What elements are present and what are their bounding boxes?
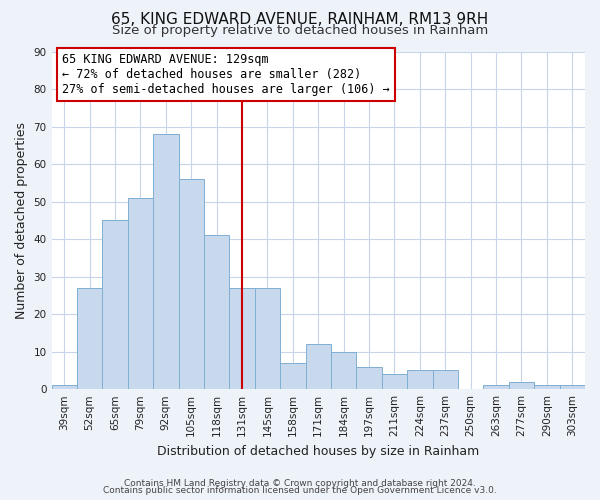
Bar xyxy=(77,288,103,389)
Bar xyxy=(407,370,433,389)
Bar xyxy=(484,386,509,389)
Bar xyxy=(229,288,255,389)
Bar xyxy=(103,220,128,389)
Bar xyxy=(204,236,229,389)
Bar xyxy=(534,386,560,389)
Bar xyxy=(52,386,77,389)
Y-axis label: Number of detached properties: Number of detached properties xyxy=(15,122,28,319)
Text: Contains HM Land Registry data © Crown copyright and database right 2024.: Contains HM Land Registry data © Crown c… xyxy=(124,478,476,488)
Bar xyxy=(356,366,382,389)
Bar xyxy=(509,382,534,389)
Bar xyxy=(280,363,305,389)
Bar xyxy=(153,134,179,389)
Text: Size of property relative to detached houses in Rainham: Size of property relative to detached ho… xyxy=(112,24,488,37)
Text: Contains public sector information licensed under the Open Government Licence v3: Contains public sector information licen… xyxy=(103,486,497,495)
X-axis label: Distribution of detached houses by size in Rainham: Distribution of detached houses by size … xyxy=(157,444,479,458)
Bar xyxy=(433,370,458,389)
Bar xyxy=(255,288,280,389)
Bar xyxy=(305,344,331,389)
Text: 65, KING EDWARD AVENUE, RAINHAM, RM13 9RH: 65, KING EDWARD AVENUE, RAINHAM, RM13 9R… xyxy=(112,12,488,28)
Bar xyxy=(331,352,356,389)
Bar xyxy=(382,374,407,389)
Text: 65 KING EDWARD AVENUE: 129sqm
← 72% of detached houses are smaller (282)
27% of : 65 KING EDWARD AVENUE: 129sqm ← 72% of d… xyxy=(62,53,390,96)
Bar xyxy=(560,386,585,389)
Bar xyxy=(128,198,153,389)
Bar xyxy=(179,179,204,389)
